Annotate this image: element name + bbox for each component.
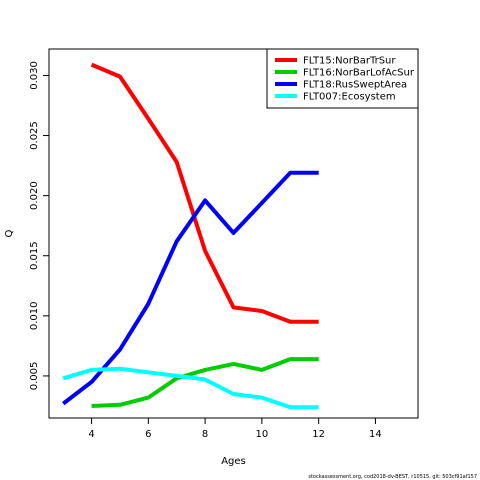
legend: FLT15:NorBarTrSurFLT16:NorBarLofAcSurFLT… (266, 48, 419, 109)
y-axis-title: Q (4, 229, 15, 237)
x-axis-title: Ages (221, 456, 246, 467)
y-tick-label: 0.025 (29, 121, 40, 150)
series-lines (61, 62, 319, 410)
legend-label-4: FLT007:Ecosystem (303, 92, 396, 103)
y-tick-label: 0.010 (29, 302, 40, 331)
y-tick-label: 0.020 (29, 181, 40, 210)
y-tick-label: 0.005 (29, 362, 40, 391)
x-tick-label: 14 (369, 429, 382, 440)
legend-label-3: FLT18:RusSweptArea (303, 80, 407, 91)
x-tick-label: 12 (312, 429, 325, 440)
series-line-2 (91, 357, 319, 408)
y-axis: 0.005 0.010 0.015 0.020 0.025 0.030 (29, 61, 49, 390)
footnote: stockassessment.org, cod2018-dv-BEST, r1… (308, 474, 477, 480)
series-line-4 (62, 366, 319, 410)
legend-label-1: FLT15:NorBarTrSur (303, 56, 396, 67)
y-tick-label: 0.015 (29, 241, 40, 270)
x-axis: 4 6 8 10 12 14 (88, 418, 382, 440)
x-tick-label: 4 (88, 429, 94, 440)
x-tick-label: 6 (145, 429, 151, 440)
series-line-1 (90, 62, 319, 324)
legend-label-2: FLT16:NorBarLofAcSur (303, 68, 415, 79)
plot-frame (48, 48, 419, 419)
y-tick-label: 0.030 (29, 61, 40, 90)
series-line-3 (61, 170, 319, 406)
x-tick-label: 8 (202, 429, 208, 440)
x-tick-label: 10 (256, 429, 269, 440)
